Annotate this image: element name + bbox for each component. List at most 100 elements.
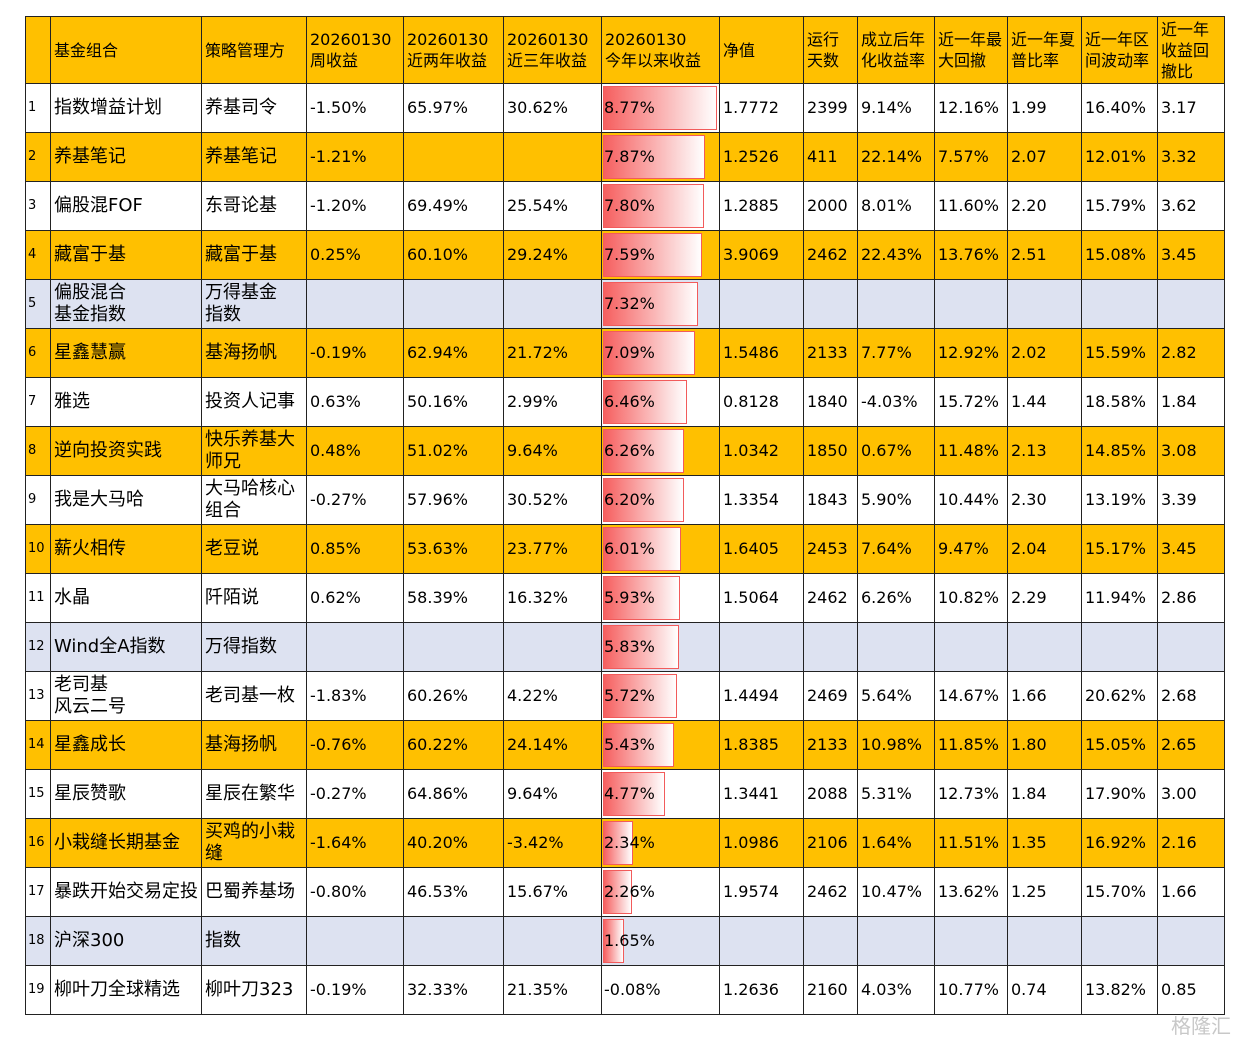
cell: 基海扬帆 [201,328,307,378]
cell: 5.72% [601,671,720,721]
cell: 阡陌说 [201,573,307,623]
cell: 1850 [803,426,858,476]
cell: 32.33% [403,965,504,1015]
data-bar [603,331,696,375]
cell: 1.44 [1007,377,1082,427]
cell: 巴蜀养基场 [201,867,307,917]
cell: -1.83% [306,671,404,721]
cell: 1.65% [601,916,720,966]
cell [857,622,935,672]
cell: 12.01% [1081,132,1158,182]
cell: 0.85% [306,524,404,574]
bar-label: 6.20% [604,490,655,509]
cell: 15.05% [1081,720,1158,770]
cell: 2.30 [1007,475,1082,525]
cell: 7.64% [857,524,935,574]
cell: 1840 [803,377,858,427]
cell: -0.80% [306,867,404,917]
cell: 10.44% [934,475,1008,525]
cell: 16.40% [1081,83,1158,133]
cell: 4.03% [857,965,935,1015]
cell: 6.26% [601,426,720,476]
cell: 指数 [201,916,307,966]
row-number: 18 [25,916,51,966]
cell: 2.16 [1157,818,1225,868]
cell: 60.26% [403,671,504,721]
cell [403,279,504,329]
bar-label: 7.87% [604,147,655,166]
cell: 14.85% [1081,426,1158,476]
cell [1007,916,1082,966]
cell [719,916,804,966]
cell: 14.67% [934,671,1008,721]
header-cell: 20260130 今年以来收益 [601,16,720,84]
cell: 2.26% [601,867,720,917]
cell [503,132,602,182]
cell: 2.13 [1007,426,1082,476]
row-number: 2 [25,132,51,182]
cell: 1.35 [1007,818,1082,868]
cell: 11.94% [1081,573,1158,623]
cell: 11.48% [934,426,1008,476]
cell: 2.07 [1007,132,1082,182]
data-bar [603,772,665,816]
cell: 3.62 [1157,181,1225,231]
cell: 1.0342 [719,426,804,476]
cell: 12.73% [934,769,1008,819]
cell: 1.84 [1007,769,1082,819]
header-cell: 近一年夏普比率 [1007,16,1082,84]
cell [306,279,404,329]
cell: 0.67% [857,426,935,476]
cell: 69.49% [403,181,504,231]
cell [403,916,504,966]
cell: 13.76% [934,230,1008,280]
cell: 5.31% [857,769,935,819]
cell: 30.52% [503,475,602,525]
cell: 藏富于基 [50,230,202,280]
cell: 15.67% [503,867,602,917]
row-number: 3 [25,181,51,231]
cell: 老司基 风云二号 [50,671,202,721]
cell: 16.32% [503,573,602,623]
cell: 5.43% [601,720,720,770]
cell: 15.79% [1081,181,1158,231]
row-number: 6 [25,328,51,378]
header-cell: 近一年区间波动率 [1081,16,1158,84]
row-number: 1 [25,83,51,133]
cell: 买鸡的小栽缝 [201,818,307,868]
header-cell: 20260130 近三年收益 [503,16,602,84]
cell: 2462 [803,573,858,623]
cell: 9.47% [934,524,1008,574]
cell: 7.80% [601,181,720,231]
cell: 62.94% [403,328,504,378]
cell [1081,916,1158,966]
cell: 23.77% [503,524,602,574]
header-cell: 策略管理方 [201,16,307,84]
cell: 7.77% [857,328,935,378]
cell: 东哥论基 [201,181,307,231]
cell [1157,279,1225,329]
cell: 7.32% [601,279,720,329]
cell: 58.39% [403,573,504,623]
cell: 2.02 [1007,328,1082,378]
cell: 1.4494 [719,671,804,721]
cell [306,916,404,966]
cell: 1.9574 [719,867,804,917]
cell: 11.85% [934,720,1008,770]
cell: 水晶 [50,573,202,623]
cell [719,279,804,329]
cell: 2133 [803,720,858,770]
cell: 2160 [803,965,858,1015]
cell [1157,916,1225,966]
cell: 藏富于基 [201,230,307,280]
cell [503,279,602,329]
table-row: 7 雅选 投资人记事 0.63% 50.16% 2.99% 6.46% 0.8128 1840-… [25,377,1225,427]
cell: 3.45 [1157,230,1225,280]
cell: 偏股混合 基金指数 [50,279,202,329]
table-row: 10 薪火相传 老豆说 0.85% 53.63% 23.77% 6.01% 1.6405 245… [25,524,1225,574]
table-row: 13 老司基 风云二号 老司基一枚 -1.83% 60.26% 4.22% 5.72% 1.4… [25,671,1225,721]
cell: 2000 [803,181,858,231]
row-number: 9 [25,475,51,525]
cell: 22.14% [857,132,935,182]
